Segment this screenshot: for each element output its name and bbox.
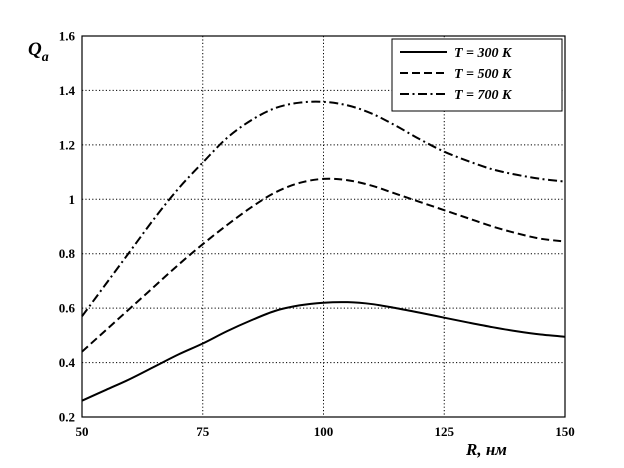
legend-label-2: T = 500 K xyxy=(454,67,513,82)
legend-label-3: T = 700 K xyxy=(454,88,513,103)
x-tick-label: 125 xyxy=(435,424,455,439)
legend: T = 300 K T = 500 K T = 700 K xyxy=(391,38,563,112)
series-line-3 xyxy=(81,100,566,317)
y-tick-label: 0.8 xyxy=(59,246,76,261)
series-group xyxy=(81,100,566,402)
plot-frame xyxy=(81,35,566,418)
grid xyxy=(82,36,565,417)
x-tick-labels: 50 75 100 125 150 xyxy=(76,424,575,439)
y-tick-label: 1.6 xyxy=(59,29,76,44)
y-tick-labels: 0.2 0.4 0.6 0.8 1 1.2 1.4 1.6 xyxy=(59,29,76,425)
series-line-2 xyxy=(81,177,566,353)
series-line-1 xyxy=(81,301,566,402)
x-tick-label: 50 xyxy=(76,424,89,439)
x-tick-label: 100 xyxy=(314,424,334,439)
y-tick-label: 0.2 xyxy=(59,410,75,425)
y-tick-label: 1 xyxy=(69,192,76,207)
x-axis-label: R, нм xyxy=(465,440,507,459)
y-axis-label: Qa xyxy=(28,39,49,65)
x-tick-label: 150 xyxy=(555,424,575,439)
x-tick-label: 75 xyxy=(196,424,210,439)
legend-label-1: T = 300 K xyxy=(454,46,513,61)
y-tick-label: 0.6 xyxy=(59,301,76,316)
y-tick-label: 1.2 xyxy=(59,137,75,152)
y-tick-label: 1.4 xyxy=(59,83,76,98)
y-tick-label: 0.4 xyxy=(59,355,76,370)
